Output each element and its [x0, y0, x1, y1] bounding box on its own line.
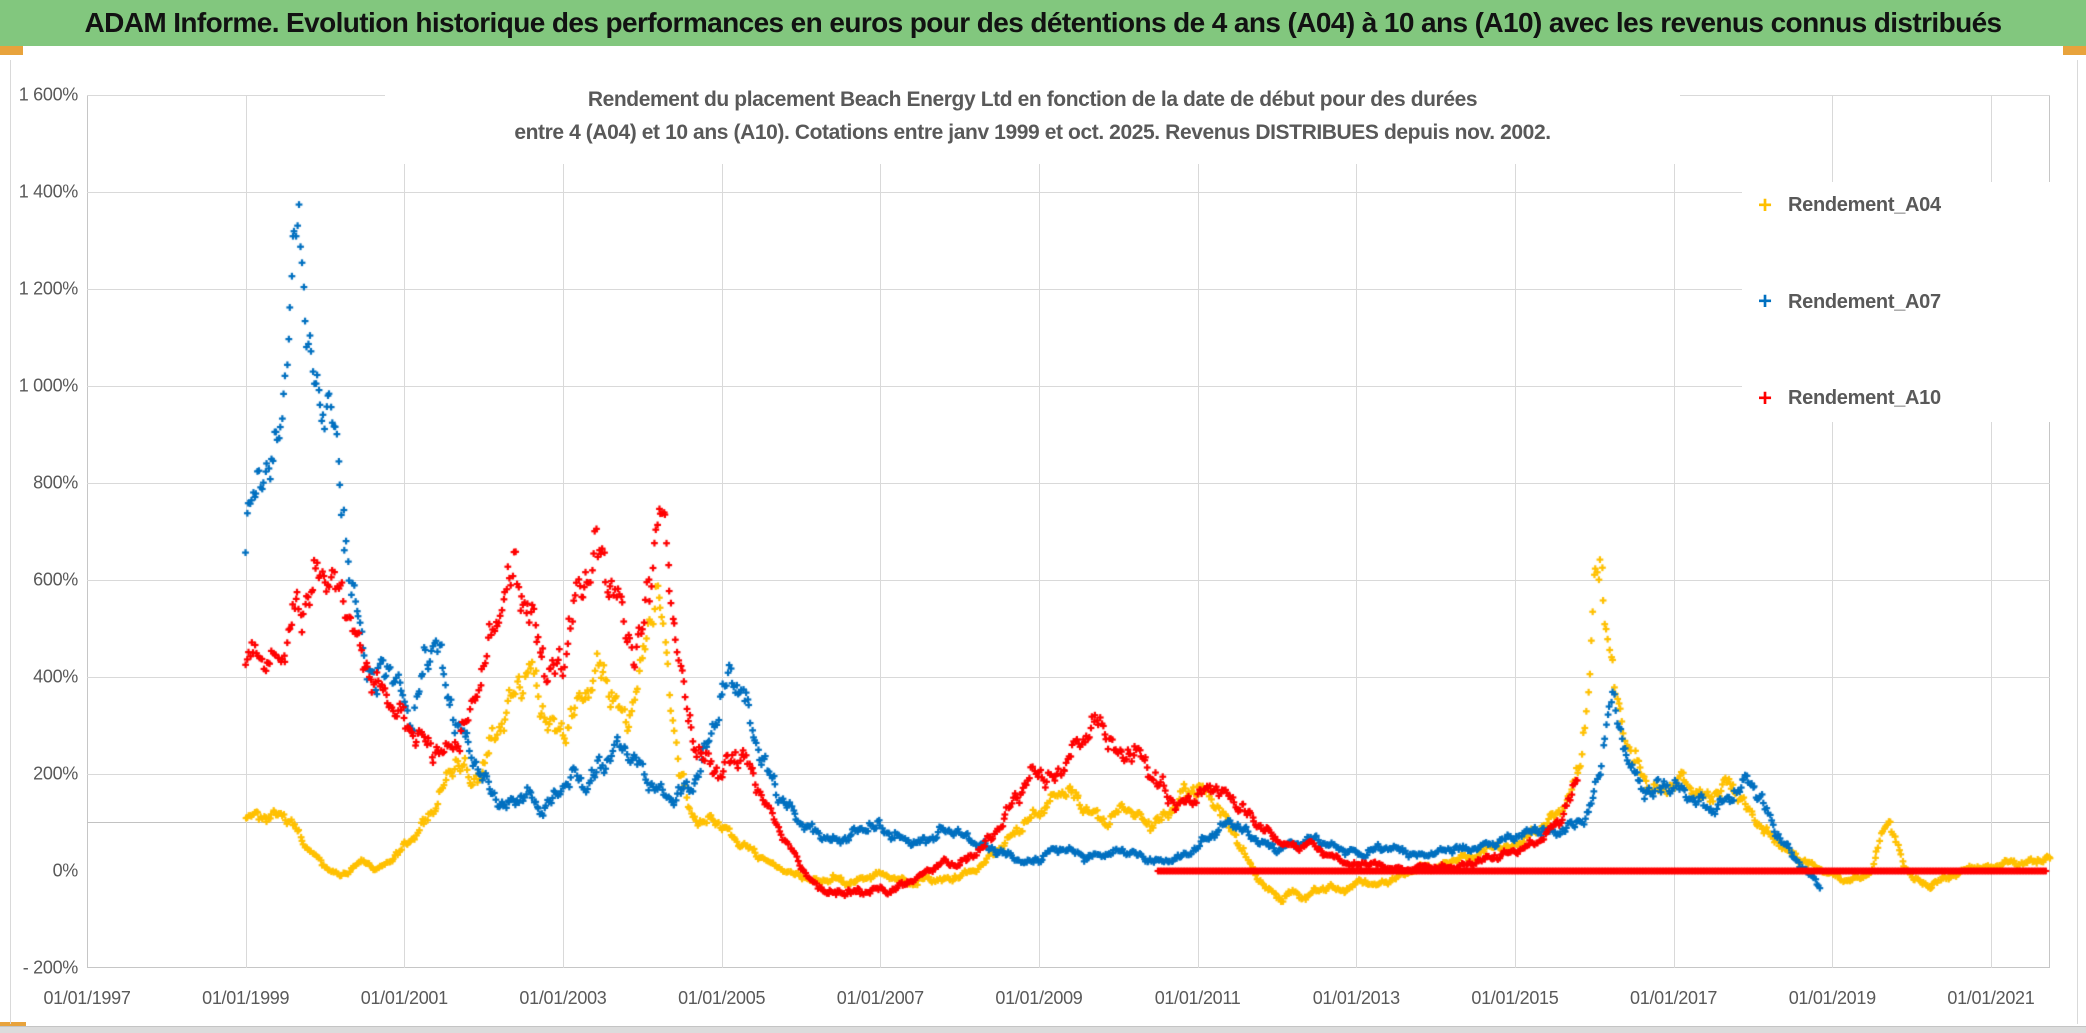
legend-label: Rendement_A10 [1788, 387, 1941, 409]
chart-title: Rendement du placement Beach Energy Ltd … [385, 68, 1680, 164]
legend-item-rendement-a07[interactable]: + Rendement_A07 [1742, 288, 2076, 315]
plus-marker-icon: + [1757, 288, 1772, 315]
chart-title-line1: Rendement du placement Beach Energy Ltd … [587, 87, 1478, 111]
chart-title-line2: entre 4 (A04) et 10 ans (A10). Cotations… [514, 120, 1551, 144]
legend-item-rendement-a10[interactable]: + Rendement_A10 [1742, 384, 2076, 412]
legend-item-rendement-a04[interactable]: + Rendement_A04 [1742, 191, 2076, 219]
legend-label: Rendement_A04 [1788, 194, 1941, 216]
legend: + Rendement_A04 + Rendement_A07 + Rendem… [1742, 182, 2076, 422]
plus-marker-icon: + [1757, 191, 1772, 219]
plus-marker-icon: + [1757, 384, 1772, 412]
legend-label: Rendement_A07 [1788, 290, 1941, 313]
